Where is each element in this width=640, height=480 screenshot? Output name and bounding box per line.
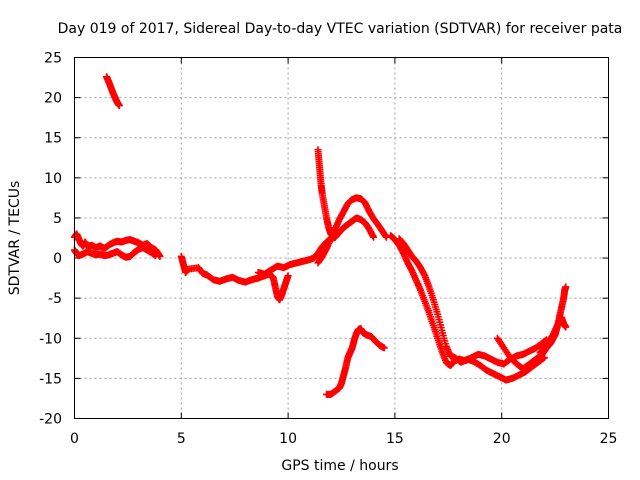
series-arc-7 bbox=[314, 146, 378, 241]
data-point bbox=[562, 283, 570, 291]
x-tick-label: 15 bbox=[386, 431, 404, 447]
y-tick-label: -20 bbox=[39, 412, 62, 428]
y-tick-label: 5 bbox=[53, 211, 62, 227]
x-tick-label: 25 bbox=[600, 431, 618, 447]
x-axis-label: GPS time / hours bbox=[281, 458, 398, 474]
y-axis-label: SDTVAR / TECUs bbox=[7, 181, 23, 296]
y-tick-labels: -20 -15 -10 -5 0 5 10 15 20 25 bbox=[39, 51, 62, 428]
data-point bbox=[152, 252, 160, 260]
data-point bbox=[380, 344, 388, 352]
y-tick-label: 0 bbox=[53, 251, 62, 267]
series-arc-8 bbox=[323, 325, 388, 398]
y-tick-label: 15 bbox=[44, 131, 62, 147]
y-tick-label: -10 bbox=[39, 331, 62, 347]
series-arc-2 bbox=[71, 244, 160, 261]
data-point bbox=[562, 323, 570, 331]
y-tick-label: 20 bbox=[44, 91, 62, 107]
series-arc-4 bbox=[177, 252, 292, 304]
plot-frame bbox=[74, 57, 609, 419]
data-point bbox=[370, 233, 378, 241]
y-tick-label: -15 bbox=[39, 371, 62, 387]
series-arc-3 bbox=[103, 73, 123, 110]
x-tick-labels: 0 5 10 15 20 25 bbox=[70, 431, 617, 447]
x-tick-label: 0 bbox=[70, 431, 79, 447]
series-arc-10 bbox=[395, 235, 548, 384]
chart-title: Day 019 of 2017, Sidereal Day-to-day VTE… bbox=[58, 21, 623, 37]
x-tick-label: 10 bbox=[279, 431, 297, 447]
data-point bbox=[156, 252, 164, 260]
x-tick-label: 20 bbox=[493, 431, 511, 447]
series-arc-6 bbox=[314, 194, 390, 267]
data-point bbox=[115, 102, 123, 110]
series-arc-12 bbox=[536, 313, 570, 357]
y-tick-label: 25 bbox=[44, 51, 62, 67]
x-tick-label: 5 bbox=[177, 431, 186, 447]
series-arc-9 bbox=[387, 232, 551, 370]
data-point bbox=[284, 272, 292, 280]
data-points bbox=[71, 73, 570, 398]
y-tick-label: -5 bbox=[48, 291, 62, 307]
y-tick-label: 10 bbox=[44, 171, 62, 187]
